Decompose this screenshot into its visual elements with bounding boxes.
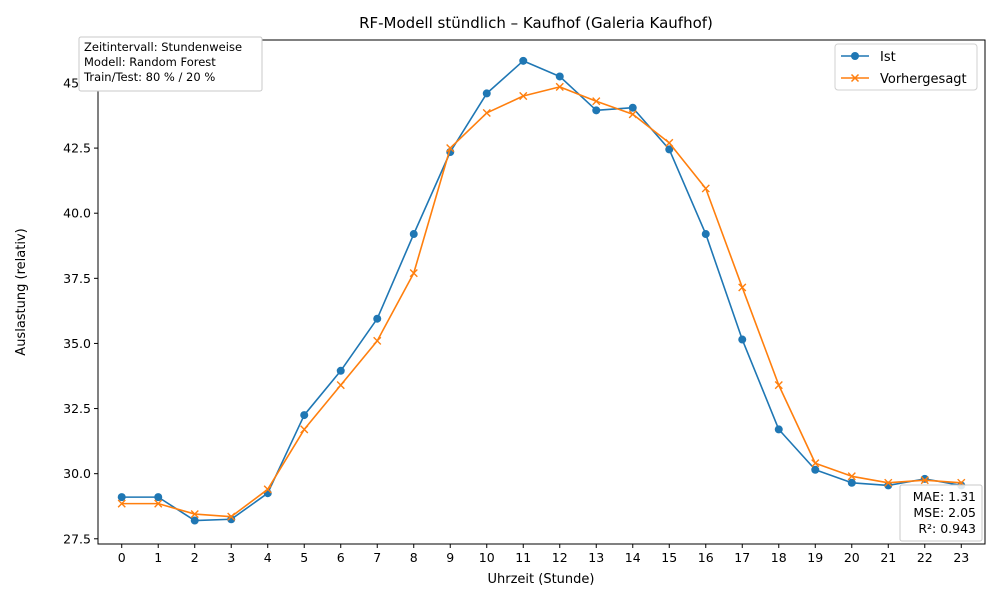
x-tick-label: 8 [410,550,418,565]
data-point-vorhergesagt [665,138,674,147]
data-point-vorhergesagt [811,459,820,468]
x-tick-label: 2 [191,550,199,565]
data-point-ist [117,493,126,502]
y-tick-label: 40.0 [63,206,91,221]
x-tick-label: 22 [917,550,933,565]
x-tick-label: 11 [515,550,531,565]
data-point-ist [665,145,674,154]
data-point-vorhergesagt [592,97,601,106]
y-tick-label: 35.0 [63,336,91,351]
metric-r2: R²: 0.943 [918,521,976,536]
legend-label-ist: Ist [880,50,896,65]
x-tick-label: 19 [807,550,823,565]
y-axis-label: Auslastung (relativ) [14,228,29,355]
x-tick-label: 1 [154,550,162,565]
x-tick-label: 18 [771,550,787,565]
y-tick-label: 42.5 [63,141,91,156]
data-point-ist [519,56,528,65]
data-point-vorhergesagt [701,184,710,193]
data-point-vorhergesagt [446,143,455,153]
x-tick-label: 15 [661,550,677,565]
x-tick-label: 23 [953,550,969,565]
plot-frame [97,39,986,545]
legend: Ist Vorhergesagt [834,43,978,91]
data-point-ist [738,335,747,344]
data-point-vorhergesagt [154,499,163,508]
data-point-vorhergesagt [519,91,528,101]
x-tick-label: 7 [373,550,381,565]
x-tick-label: 0 [118,550,126,565]
y-tick-label: 30.0 [63,466,91,481]
data-point-ist [701,230,710,239]
y-tick-label: 32.5 [63,401,91,416]
data-point-ist [409,230,418,239]
info-box: Zeitintervall: Stundenweise Modell: Rand… [78,36,263,92]
data-point-vorhergesagt [117,499,126,508]
metric-mae: MAE: 1.31 [913,489,976,504]
x-tick-label: 4 [264,550,272,565]
data-point-vorhergesagt [628,110,637,119]
x-tick-label: 21 [880,550,896,565]
data-point-vorhergesagt [336,381,345,390]
data-point-ist [336,366,345,375]
x-axis-label: Uhrzeit (Stunde) [488,572,595,587]
x-tick-label: 16 [698,550,714,565]
data-point-ist [920,474,929,483]
x-tick-label: 13 [588,550,604,565]
series-layer [117,56,966,525]
data-point-vorhergesagt [373,336,382,345]
info-line-interval: Zeitintervall: Stundenweise [84,40,242,54]
x-tick-label: 9 [446,550,454,565]
data-point-vorhergesagt [263,485,272,494]
x-tick-label: 12 [552,550,568,565]
data-point-ist [373,314,382,323]
data-point-ist [555,72,564,81]
data-point-vorhergesagt [300,425,309,434]
data-point-ist [847,478,856,487]
data-point-vorhergesagt [555,82,564,91]
data-point-vorhergesagt [920,476,929,485]
data-point-vorhergesagt [884,478,893,487]
x-tick-label: 14 [625,550,641,565]
data-point-ist [774,425,783,434]
data-point-vorhergesagt [774,381,783,390]
x-axis: 0 1 2 3 4 5 6 7 8 9 10 11 12 13 14 15 16 17 18 19 20 21 22 23 [118,544,969,565]
legend-marker-ist [851,52,859,60]
info-line-split: Train/Test: 80 % / 20 % [83,70,215,84]
series-line-vorhergesagt [121,86,962,518]
chart-title: RF-Modell stündlich – Kaufhof (Galeria K… [359,14,713,32]
data-point-ist [628,103,637,112]
y-axis: 27.530.032.535.037.540.042.545.0 [63,75,98,546]
data-point-ist [190,516,199,525]
metrics-box: MAE: 1.31 MSE: 2.05 R²: 0.943 [899,484,983,542]
data-point-ist [811,465,820,474]
data-point-vorhergesagt [482,108,491,118]
data-point-ist [154,493,163,502]
x-tick-label: 20 [844,550,860,565]
data-point-vorhergesagt [227,512,236,521]
data-point-ist [300,411,309,420]
x-tick-label: 5 [300,550,308,565]
data-point-ist [592,106,601,115]
y-tick-label: 27.5 [63,531,91,546]
data-point-vorhergesagt [847,472,856,481]
data-point-vorhergesagt [409,269,418,278]
data-point-ist [482,89,491,98]
series-line-ist [121,60,962,522]
legend-label-vorhergesagt: Vorhergesagt [880,72,967,87]
x-tick-label: 17 [734,550,750,565]
metric-mse: MSE: 2.05 [913,505,976,520]
x-tick-label: 6 [337,550,345,565]
data-point-vorhergesagt [738,283,747,292]
x-tick-label: 10 [479,550,495,565]
data-point-vorhergesagt [190,509,199,519]
y-tick-label: 37.5 [63,271,91,286]
legend-marker-vorhergesagt [850,73,860,83]
info-line-model: Modell: Random Forest [84,55,216,69]
x-tick-label: 3 [227,550,235,565]
